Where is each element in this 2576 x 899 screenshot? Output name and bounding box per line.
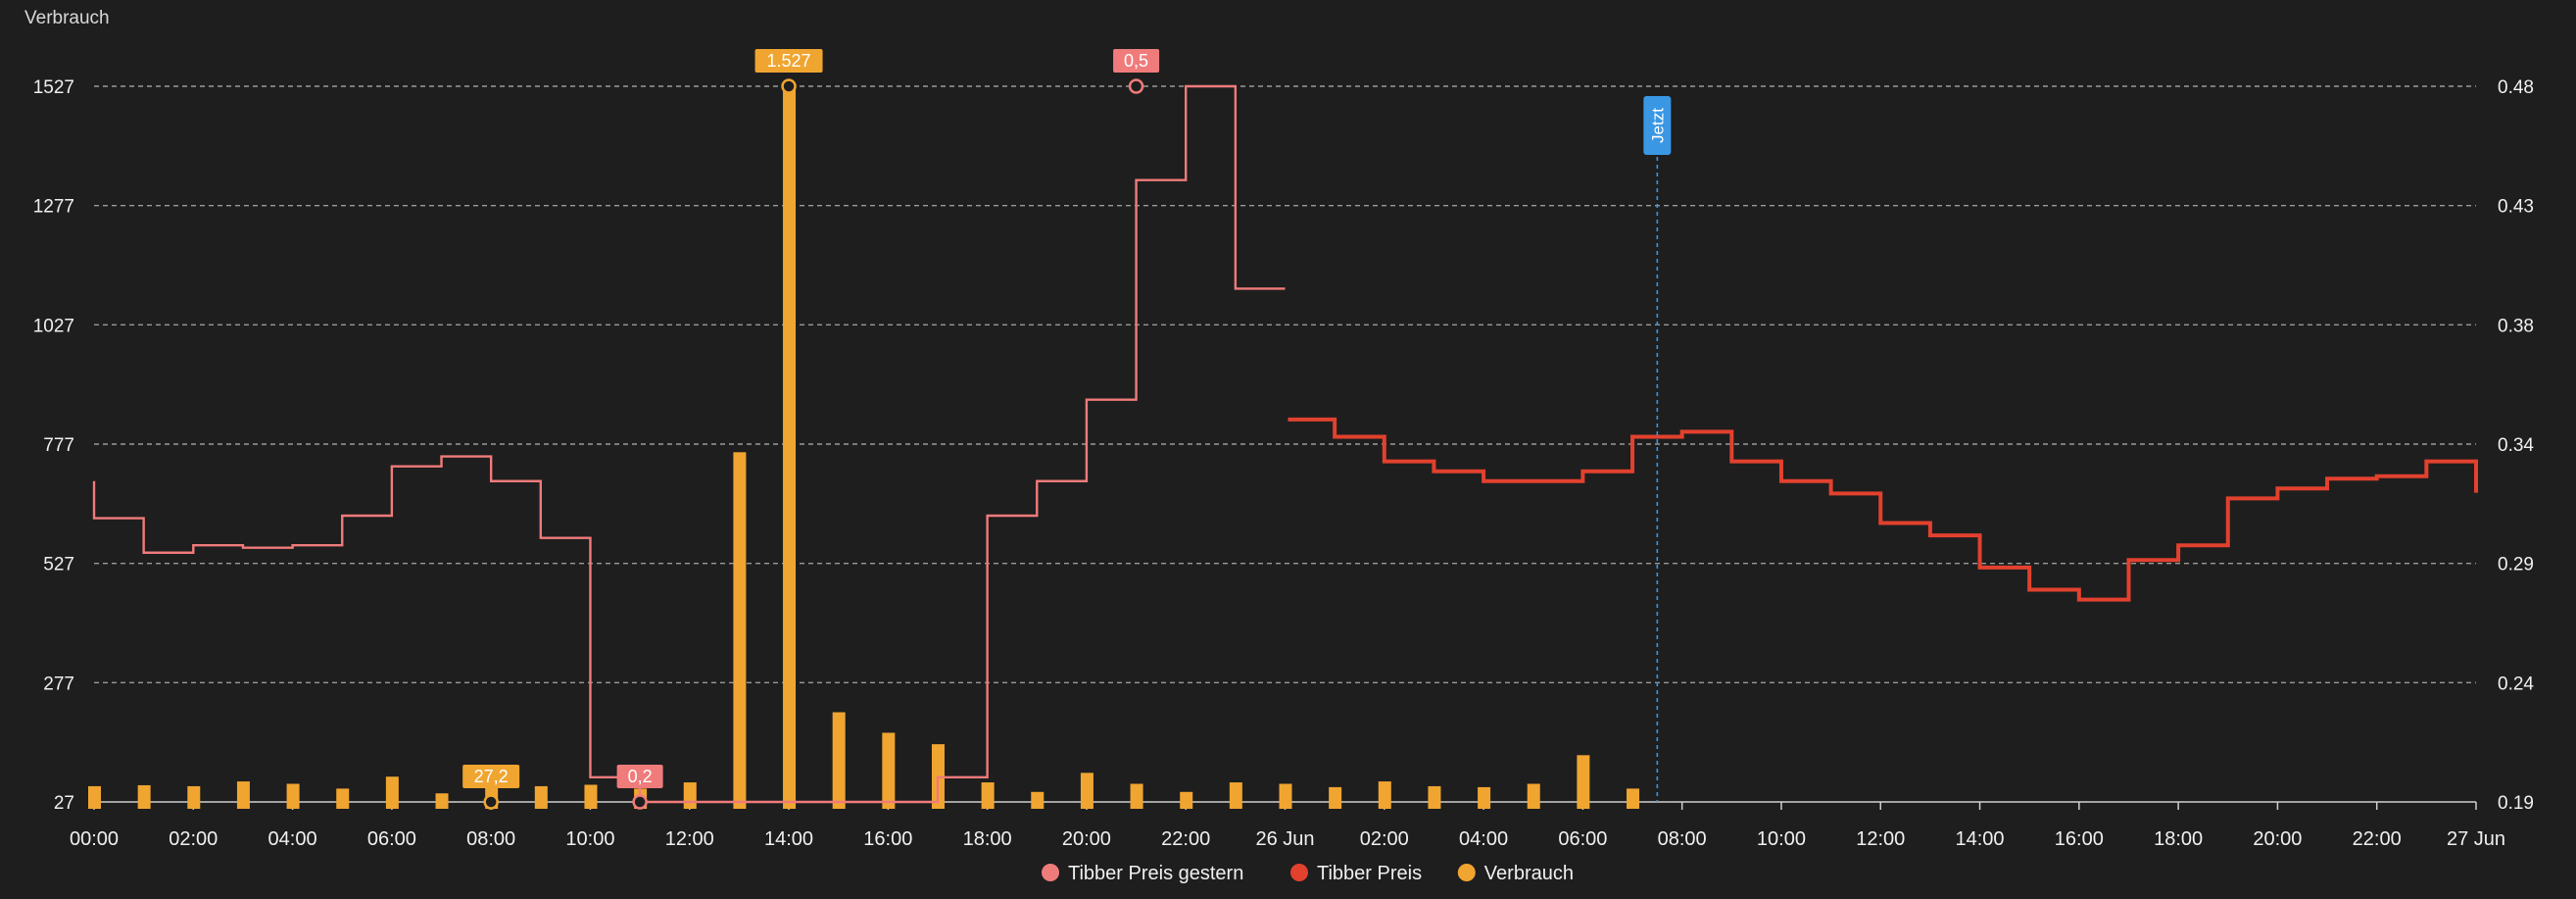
series-line-tibber-preis [1288,417,2478,602]
annotation-label-bg [616,765,663,788]
verbrauch-bar [832,712,846,809]
x-tick-label: 16:00 [2055,828,2104,850]
x-tick-label: 02:00 [169,828,218,850]
series-line-tibber-preis-gestern [92,84,1286,804]
y-left-tick-label: 777 [43,435,74,456]
verbrauch-bar [584,784,598,809]
x-tick-label: 18:00 [963,828,1012,850]
y-left-tick-label: 1527 [33,77,74,98]
annotation-label: 27,2 [474,767,509,786]
legend-entry: Tibber Preis [1317,863,1422,884]
legend-entry: Verbrauch [1484,863,1574,884]
annotation-label-bg [462,765,520,788]
y-right-tick-label: 0.24 [2498,674,2534,694]
x-tick-label: 16:00 [863,828,912,850]
verbrauch-bar [1080,773,1094,809]
verbrauch-bar [683,782,697,809]
y-right-tick-label: 0.29 [2498,555,2534,575]
chart-title: Verbrauch [24,8,110,28]
x-tick-label: 08:00 [1658,828,1707,850]
x-tick-label: 00:00 [70,828,119,850]
verbrauch-bar [1428,785,1441,809]
y-left-tick-label: 277 [43,674,74,694]
verbrauch-bar [435,793,449,809]
x-tick-label: 27 Jun [2447,828,2505,850]
x-tick-label: 08:00 [466,828,515,850]
y-left-tick-label: 1027 [33,316,74,336]
x-tick-label: 18:00 [2154,828,2203,850]
legend-swatch [1290,864,1308,881]
x-tick-label: 14:00 [764,828,813,850]
x-tick-label: 20:00 [1062,828,1111,850]
verbrauch-bar [1229,782,1242,809]
verbrauch-bar [236,781,250,809]
y-right-tick-label: 0.43 [2498,197,2534,218]
verbrauch-bar [1577,755,1590,809]
verbrauch-bar [1627,788,1640,809]
verbrauch-bar [1180,791,1193,809]
verbrauch-bar [1329,786,1342,809]
verbrauch-bar [783,86,797,809]
now-marker-label: Jetzt [1648,108,1667,143]
verbrauch-bar [336,788,350,809]
y-left-tick-label: 527 [43,555,74,575]
y-left-tick-label: 1277 [33,197,74,218]
annotation-label: 1.527 [767,51,811,71]
verbrauch-bar [534,785,548,809]
y-right-tick-label: 0.34 [2498,435,2534,456]
verbrauch-bar [1527,783,1540,809]
legend-swatch [1042,864,1059,881]
legend-swatch [1457,864,1476,881]
verbrauch-bar [88,785,101,809]
legend-entry: Tibber Preis gestern [1068,863,1243,884]
verbrauch-bar [1279,783,1292,809]
x-tick-label: 04:00 [268,828,317,850]
x-tick-label: 12:00 [665,828,714,850]
verbrauch-bar [882,732,896,809]
now-marker-bg [1643,96,1672,155]
x-tick-label: 12:00 [1856,828,1905,850]
x-tick-label: 20:00 [2253,828,2302,850]
y-right-tick-label: 0.48 [2498,77,2534,98]
verbrauch-bar [385,776,399,809]
annotation-marker [632,794,648,810]
y-left-tick-label: 27 [54,793,74,814]
verbrauch-bar [733,452,747,809]
x-tick-label: 02:00 [1360,828,1409,850]
verbrauch-bar [1130,783,1143,809]
annotation-marker [1128,78,1144,94]
x-tick-label: 22:00 [2353,828,2402,850]
x-tick-label: 14:00 [1956,828,2005,850]
y-right-tick-label: 0.19 [2498,793,2534,814]
x-tick-label: 06:00 [1558,828,1607,850]
x-tick-label: 22:00 [1161,828,1210,850]
x-tick-label: 10:00 [565,828,614,850]
annotation-label-bg [1113,49,1160,73]
x-tick-label: 06:00 [367,828,416,850]
verbrauch-bar [1378,781,1391,809]
verbrauch-bar [1478,786,1491,809]
annotation-marker [483,794,499,810]
x-tick-label: 26 Jun [1255,828,1314,850]
verbrauch-bar [1031,791,1045,809]
verbrauch-bar [981,782,995,809]
verbrauch-bar [137,784,151,809]
annotation-label: 0,2 [628,767,653,786]
y-right-tick-label: 0.38 [2498,316,2534,336]
x-tick-label: 04:00 [1459,828,1508,850]
x-tick-label: 10:00 [1757,828,1806,850]
annotation-label: 0,5 [1124,51,1148,71]
annotation-label-bg [754,49,823,73]
verbrauch-bar [187,785,201,809]
verbrauch-bar [286,783,300,809]
annotation-marker [781,78,797,94]
